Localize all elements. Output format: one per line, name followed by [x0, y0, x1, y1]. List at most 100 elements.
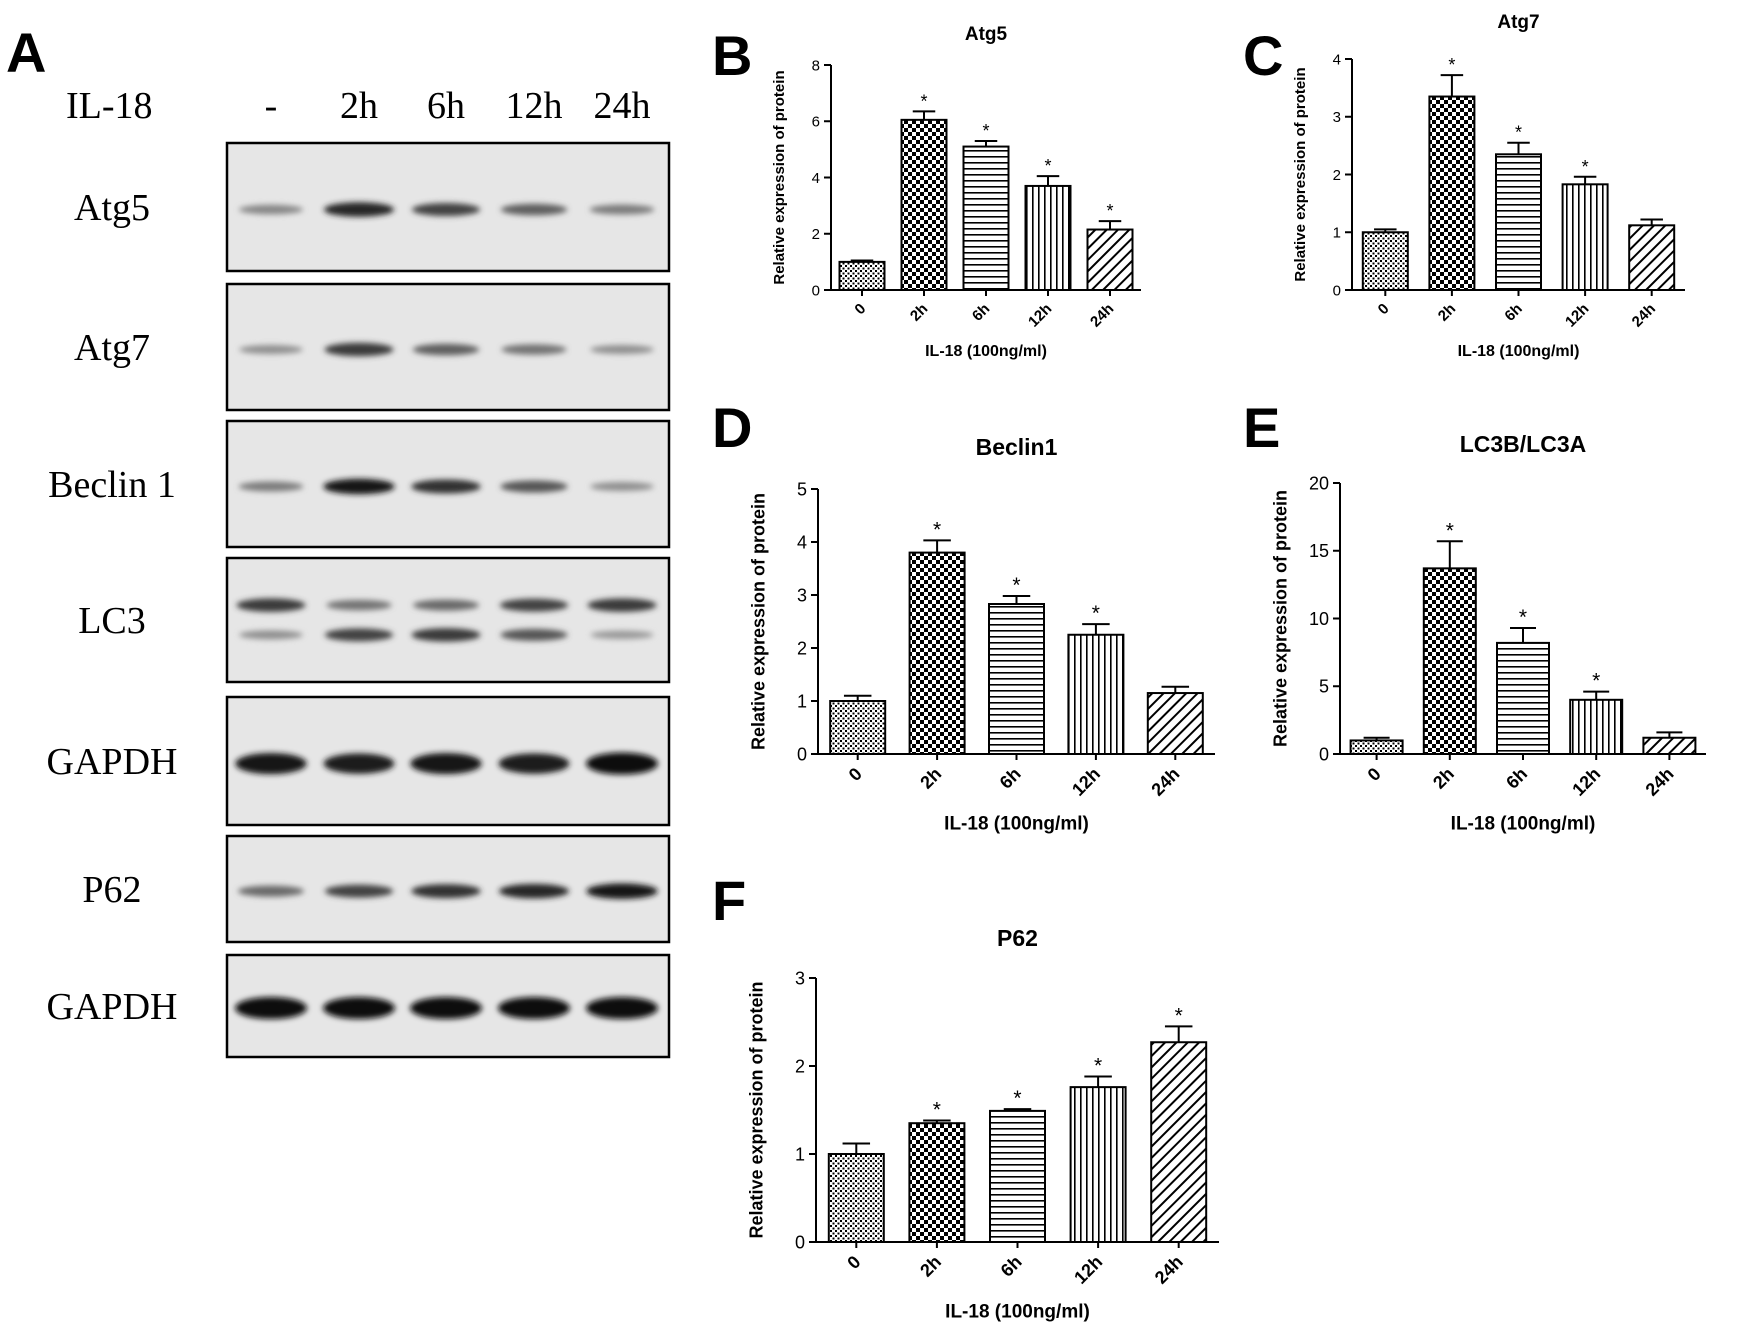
- blot-row: GAPDH: [47, 953, 671, 1059]
- x-axis-label: IL-18 (100ng/ml): [1458, 343, 1580, 360]
- y-tick-label: 8: [812, 57, 820, 74]
- bar: [1086, 228, 1134, 291]
- bar: [1642, 736, 1697, 755]
- panel-letter-f: F: [712, 869, 746, 932]
- blot-band: [411, 203, 481, 217]
- x-tick-label: 2h: [1435, 300, 1459, 324]
- x-tick-label: 2h: [916, 1252, 945, 1281]
- y-tick-label: 3: [797, 585, 807, 605]
- y-tick-label: 1: [797, 691, 807, 711]
- bar: [1067, 633, 1125, 755]
- significance-star: *: [1094, 1055, 1102, 1078]
- y-tick-label: 0: [1319, 744, 1329, 764]
- y-tick-label: 5: [797, 479, 807, 499]
- timepoint-label: -: [265, 85, 278, 127]
- blot-row-label: Atg7: [74, 327, 150, 369]
- significance-star: *: [982, 121, 989, 141]
- y-tick-label: 20: [1309, 473, 1329, 493]
- blot-row: GAPDH: [47, 695, 671, 827]
- blot-band-lower: [324, 628, 394, 642]
- blot-band: [412, 343, 480, 356]
- significance-star: *: [920, 91, 927, 111]
- blot-row-label: Atg5: [74, 187, 150, 229]
- chart-title: Atg5: [965, 24, 1008, 45]
- blot-band: [498, 753, 570, 774]
- x-tick-label: 24h: [1151, 1252, 1187, 1288]
- chart-atg7: Atg7 0 1 2 3 4 Relative expression of protein 0…: [1292, 12, 1685, 360]
- y-tick-label: 5: [1319, 677, 1329, 697]
- blot-row-label: LC3: [78, 600, 146, 642]
- significance-star: *: [1012, 574, 1020, 597]
- blot-band: [411, 479, 481, 494]
- blot-row: LC3: [78, 556, 671, 684]
- bar: [1496, 641, 1550, 756]
- chart-title: Atg7: [1497, 12, 1539, 33]
- x-tick-label: 2h: [916, 764, 945, 793]
- x-tick-label: 12h: [1025, 300, 1055, 330]
- chart-lc3b-lc3a: LC3B/LC3A 0 5 10 15 20 Relative expression of …: [1270, 431, 1706, 835]
- blot-band-lower: [239, 630, 303, 640]
- significance-star: *: [1448, 55, 1455, 75]
- y-tick-label: 4: [1333, 51, 1341, 68]
- y-tick-label: 1: [1333, 225, 1341, 242]
- timepoint-label: 12h: [506, 85, 563, 127]
- y-tick-label: 4: [812, 170, 820, 187]
- x-tick-label: 0: [845, 764, 866, 785]
- significance-star: *: [1515, 123, 1522, 143]
- x-tick-label: 24h: [1629, 300, 1659, 330]
- y-axis-label: Relative expression of protein: [1292, 67, 1309, 281]
- y-tick-label: 6: [812, 114, 820, 131]
- bar: [1024, 184, 1072, 291]
- blot-row: Atg7: [74, 282, 671, 412]
- y-tick-label: 2: [812, 226, 820, 243]
- blot-band: [500, 203, 568, 216]
- x-tick-label: 24h: [1087, 300, 1117, 330]
- blot-band: [499, 598, 569, 612]
- significance-star: *: [1446, 519, 1454, 542]
- bar: [1628, 224, 1676, 292]
- x-tick-label: 24h: [1147, 764, 1183, 800]
- x-tick-label: 6h: [996, 764, 1025, 793]
- panel-letter-d: D: [712, 396, 752, 459]
- y-axis-label: Relative expression of protein: [771, 70, 788, 284]
- bar: [1150, 1041, 1208, 1243]
- panel-letter-b: B: [712, 24, 752, 87]
- x-tick-label: 6h: [1502, 764, 1531, 793]
- bar: [1569, 698, 1624, 755]
- blot-band: [238, 885, 304, 897]
- timepoint-label: 24h: [594, 85, 651, 127]
- y-tick-label: 10: [1309, 609, 1329, 629]
- x-tick-label: 12h: [1568, 764, 1604, 800]
- y-tick-label: 3: [1333, 109, 1341, 126]
- blot-row: P62: [82, 834, 671, 944]
- y-tick-label: 0: [795, 1232, 805, 1252]
- chart-title: P62: [997, 925, 1038, 951]
- y-tick-label: 2: [795, 1056, 805, 1076]
- blot-row: Atg5: [74, 141, 671, 273]
- x-axis-label: IL-18 (100ng/ml): [944, 814, 1089, 835]
- bar: [988, 603, 1045, 756]
- y-axis-label: Relative expression of protein: [1270, 490, 1290, 747]
- x-axis-label: IL-18 (100ng/ml): [925, 343, 1047, 360]
- blot-band-lower: [590, 630, 654, 640]
- x-tick-label: 12h: [1562, 300, 1592, 330]
- blot-band: [590, 345, 654, 355]
- blot-band-lower: [500, 628, 568, 641]
- bar: [1146, 692, 1204, 755]
- blot-band: [323, 478, 395, 495]
- blot-band: [324, 342, 394, 357]
- bar: [838, 260, 886, 291]
- x-axis-label: IL-18 (100ng/ml): [945, 1302, 1090, 1323]
- bar: [908, 551, 966, 755]
- blot-band: [411, 884, 481, 899]
- bar: [900, 118, 948, 291]
- bar: [1361, 231, 1409, 291]
- blot-band: [235, 752, 307, 775]
- x-tick-label: 0: [1375, 300, 1393, 318]
- significance-star: *: [1175, 1004, 1183, 1027]
- blot-band: [323, 202, 395, 217]
- significance-star: *: [1092, 602, 1100, 625]
- panel-a: A IL-18 - 2h 6h 12h 24h Atg5 Atg7 Beclin 1 LC3 G…: [6, 21, 671, 1059]
- timepoint-labels: - 2h 6h 12h 24h: [265, 85, 651, 127]
- panel-letter-e: E: [1243, 396, 1280, 459]
